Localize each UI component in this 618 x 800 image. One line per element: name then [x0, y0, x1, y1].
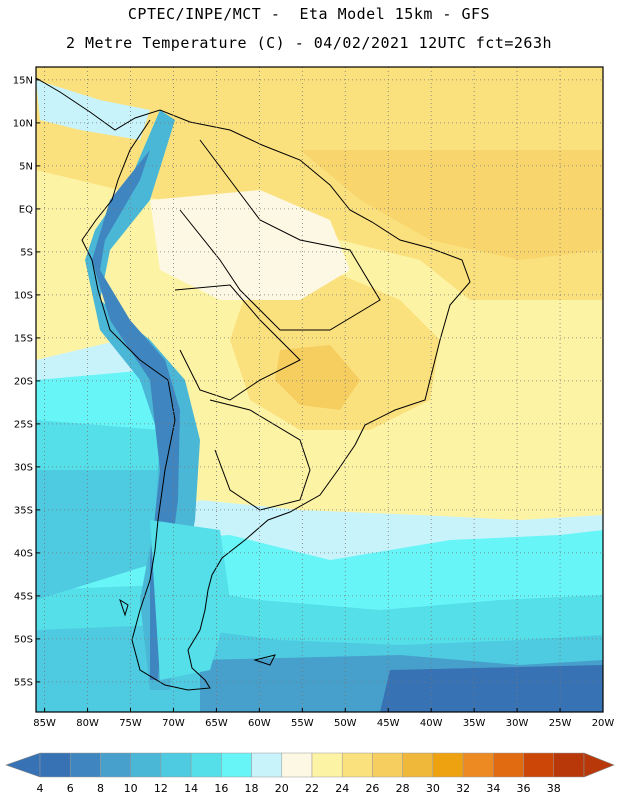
lat-tick-label: 20S	[14, 376, 33, 387]
field-patagonia	[150, 520, 230, 680]
colorbar-label: 20	[275, 782, 289, 795]
colorbar-label: 34	[486, 782, 500, 795]
lon-tick-label: 70W	[162, 718, 185, 729]
colorbar-swatch	[130, 752, 162, 778]
colorbar-swatch	[69, 752, 101, 778]
colorbar-label: 6	[67, 782, 74, 795]
colorbar-low-arrow	[5, 752, 41, 778]
colorbar-label: 4	[37, 782, 44, 795]
lat-tick-label: 50S	[14, 634, 33, 645]
colorbar-swatch	[402, 752, 434, 778]
colorbar-swatch	[221, 752, 252, 778]
colorbar-swatch	[553, 752, 585, 778]
colorbar-swatch	[523, 752, 555, 778]
colorbar-swatch	[281, 752, 313, 778]
colorbar-swatch	[372, 752, 403, 778]
lon-tick-label: 20W	[592, 718, 615, 729]
south-america-coast	[36, 77, 471, 691]
field-hot-core	[275, 345, 360, 410]
colorbar-swatch	[251, 752, 283, 778]
colorbar-label: 28	[396, 782, 410, 795]
lon-tick-label: 40W	[420, 718, 443, 729]
lat-tick-label: 45S	[14, 591, 33, 602]
islands	[119, 598, 276, 666]
colorbar-label: 16	[214, 782, 228, 795]
colorbar-high-arrow	[583, 752, 615, 778]
border-lines-north	[179, 139, 381, 331]
border-lines-south	[209, 399, 311, 511]
colorbar-label: 32	[456, 782, 470, 795]
colorbar-swatch	[311, 752, 343, 778]
lat-tick-label: 5S	[20, 247, 33, 258]
lat-tick-label: 55S	[14, 677, 33, 688]
lon-tick-label: 50W	[334, 718, 357, 729]
border-lines-central	[174, 284, 301, 401]
longitude-ticks: 85W 80W 75W 70W 65W 60W 55W 50W 45W 40W 35W 30W 25W 2…	[33, 708, 614, 729]
lat-tick-label: 40S	[14, 548, 33, 559]
latitude-ticks: 15N 10N 5N EQ 5S 10S 15S 20S 25S 30S 35S 40S 45S 50S 5…	[13, 75, 40, 688]
colorbar-label: 26	[365, 782, 379, 795]
colorbar-label: 8	[97, 782, 104, 795]
colorbar-label: 10	[124, 782, 138, 795]
lon-tick-label: 60W	[248, 718, 271, 729]
colorbar-swatch	[462, 752, 494, 778]
plot-frame	[35, 66, 604, 713]
lon-tick-label: 80W	[76, 718, 99, 729]
field-warm-brazil	[230, 270, 440, 430]
lon-tick-label: 65W	[205, 718, 228, 729]
field-hot-equatorial-atlantic	[300, 150, 603, 260]
colorbar-label: 24	[335, 782, 349, 795]
lon-tick-label: 85W	[33, 718, 56, 729]
lat-tick-label: 5N	[19, 161, 33, 172]
lon-tick-label: 75W	[119, 718, 142, 729]
lat-tick-label: 15N	[13, 75, 33, 86]
lon-tick-label: 45W	[377, 718, 400, 729]
field-amazon-pale	[150, 190, 350, 300]
lat-tick-label: 35S	[14, 505, 33, 516]
colorbar-swatch	[493, 752, 524, 778]
colorbar-swatch	[160, 752, 192, 778]
graticule	[36, 67, 604, 712]
colorbar-swatch	[341, 752, 373, 778]
colorbar-label: 22	[305, 782, 319, 795]
colorbar-label: 18	[245, 782, 259, 795]
colorbar-swatch	[190, 752, 222, 778]
colorbar-label: 14	[184, 782, 198, 795]
colorbar-swatch	[100, 752, 131, 778]
map-title-line-2: 2 Metre Temperature (C) - 04/02/2021 12U…	[65, 34, 553, 52]
colorbar-swatch	[432, 752, 464, 778]
colorbar-label: 38	[547, 782, 561, 795]
temperature-field	[36, 67, 603, 712]
lat-tick-label: 25S	[14, 419, 33, 430]
colorbar-label: 30	[426, 782, 440, 795]
lat-tick-label: 10S	[14, 290, 33, 301]
field-cool-band-6	[380, 665, 603, 712]
lon-tick-label: 55W	[291, 718, 314, 729]
lat-tick-label: 15S	[14, 333, 33, 344]
lat-tick-label: EQ	[19, 204, 33, 215]
colorbar-swatch	[39, 752, 71, 778]
field-pacific-12	[36, 470, 165, 600]
colorbar: 4 6 8 10 12 14 16 18 20 22 24 26 28 30 32 34 36 38	[5, 752, 615, 795]
lon-tick-label: 25W	[549, 718, 572, 729]
lat-tick-label: 30S	[14, 462, 33, 473]
lat-tick-label: 10N	[13, 118, 33, 129]
map-title-line-1: CPTEC/INPE/MCT - Eta Model 15km - GFS	[127, 5, 491, 23]
coastlines	[36, 77, 471, 691]
lon-tick-label: 35W	[463, 718, 486, 729]
colorbar-label: 12	[154, 782, 168, 795]
colorbar-label: 36	[517, 782, 531, 795]
lon-tick-label: 30W	[506, 718, 529, 729]
